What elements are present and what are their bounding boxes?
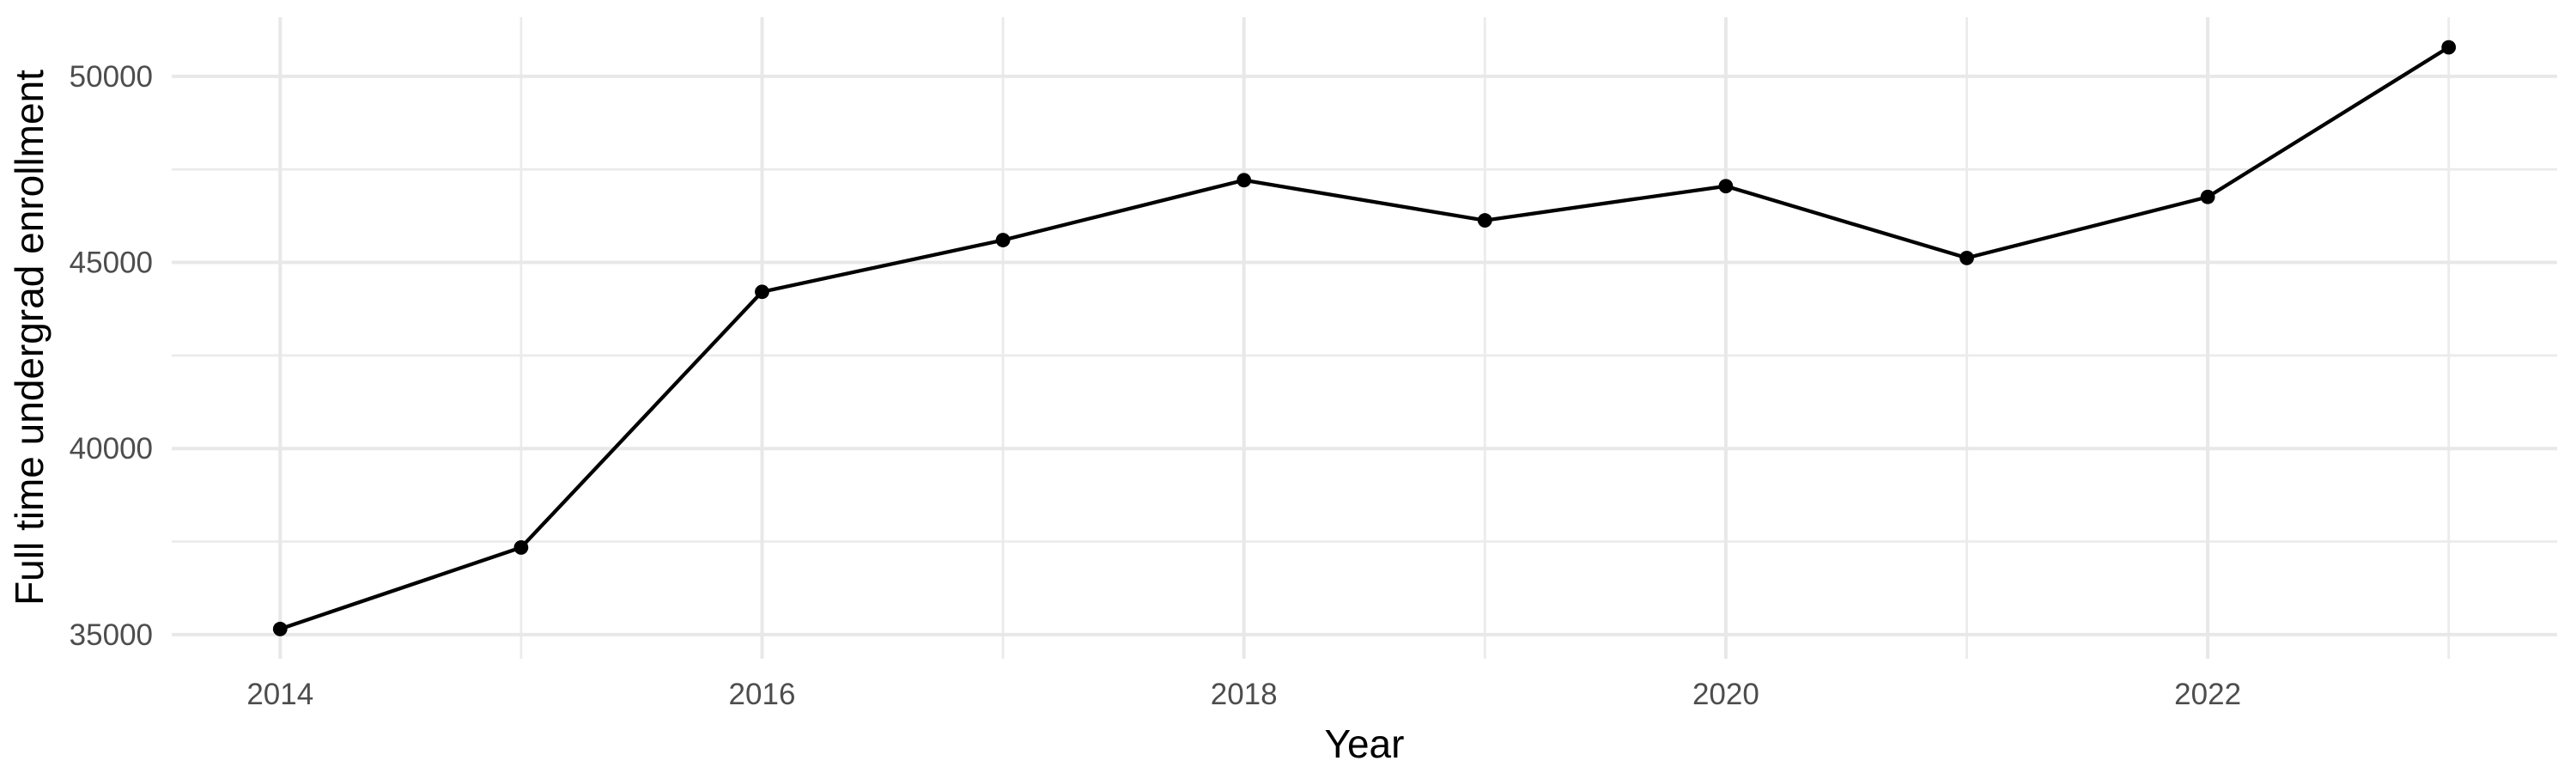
- data-point-2018: [1236, 173, 1252, 188]
- enrollment-trend-line: [278, 45, 2451, 631]
- data-point-2022: [2200, 189, 2215, 204]
- major-gridlines: [172, 17, 2557, 659]
- y-tick-label: 45000: [70, 247, 153, 280]
- x-tick-label: 2020: [1692, 678, 1759, 711]
- x-tick-label: 2022: [2174, 678, 2241, 711]
- enrollment-data-series: [272, 40, 2457, 636]
- data-point-2017: [995, 233, 1011, 247]
- y-tick-label: 40000: [70, 432, 153, 466]
- x-tick-label: 2016: [729, 678, 796, 711]
- data-point-2021: [1959, 250, 1974, 265]
- x-axis-tick-labels: 2014 2016 2018 2020 2022: [246, 678, 2241, 711]
- data-point-2020: [1718, 179, 1734, 194]
- data-point-2023: [2441, 40, 2457, 55]
- minor-gridlines: [172, 17, 2557, 659]
- y-tick-label: 35000: [70, 618, 153, 652]
- data-point-2019: [1477, 213, 1492, 228]
- data-point-2015: [513, 540, 529, 555]
- x-tick-label: 2014: [246, 678, 313, 711]
- x-axis-title: Year: [1325, 721, 1405, 766]
- y-axis-tick-labels: 35000 40000 45000 50000: [70, 60, 153, 652]
- y-tick-label: 50000: [70, 60, 153, 94]
- data-point-2014: [272, 621, 288, 636]
- x-tick-label: 2018: [1211, 678, 1278, 711]
- data-point-2016: [755, 284, 769, 300]
- y-axis-title: Full time undergrad enrollment: [7, 70, 52, 606]
